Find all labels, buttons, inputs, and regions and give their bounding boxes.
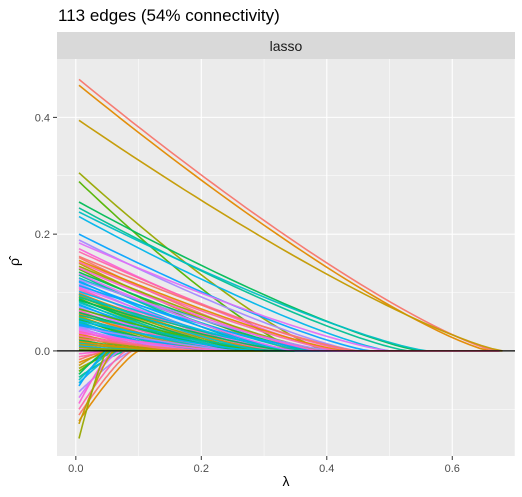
- facet-strip: lasso: [57, 32, 515, 59]
- series-line: [78, 78, 500, 352]
- series-line: [78, 326, 500, 352]
- x-tick-label: 0.4: [319, 463, 334, 475]
- y-tick-label: 0.4: [35, 112, 50, 124]
- series-line: [78, 350, 500, 439]
- series-line: [78, 273, 500, 352]
- y-axis-title: ρ̂: [6, 255, 22, 266]
- series-line: [78, 298, 500, 352]
- y-axis: 0.0 0.2 0.4: [35, 112, 57, 358]
- x-axis: 0.0 0.2 0.4 0.6: [68, 456, 460, 475]
- series-line: [78, 181, 500, 352]
- series-line: [78, 242, 500, 352]
- x-tick-label: 0.2: [194, 463, 209, 475]
- series-line: [78, 350, 500, 422]
- series-line: [78, 350, 500, 393]
- series-line: [78, 337, 500, 352]
- series-line: [78, 293, 500, 352]
- series-line: [78, 332, 500, 352]
- series-line: [78, 350, 114, 404]
- plot-panel: [57, 59, 515, 456]
- series-line: [78, 350, 113, 372]
- series-line: [78, 350, 500, 410]
- series-line: [78, 350, 500, 387]
- series-line: [78, 308, 500, 352]
- series-line: [78, 320, 500, 352]
- x-axis-title: λ: [283, 473, 290, 489]
- series-line: [78, 207, 500, 352]
- facet-strip-background: [57, 32, 515, 59]
- chart-title: 113 edges (54% connectivity): [58, 6, 280, 25]
- series-line: [78, 350, 113, 381]
- x-tick-label: 0.0: [68, 463, 83, 475]
- series-line: [78, 211, 500, 352]
- series-line: [78, 350, 500, 399]
- facet-label: lasso: [270, 38, 303, 54]
- y-tick-label: 0.2: [35, 229, 50, 241]
- series-line: [78, 259, 500, 352]
- y-tick-label: 0.0: [35, 346, 50, 358]
- series-line: [78, 261, 500, 352]
- series-line: [78, 351, 114, 425]
- series-line: [78, 215, 500, 352]
- series-line: [78, 119, 503, 352]
- series-group: [78, 78, 503, 439]
- x-tick-label: 0.6: [445, 463, 460, 475]
- series-line: [78, 299, 500, 352]
- series-line: [78, 84, 500, 352]
- series-line: [78, 278, 500, 352]
- series-line: [78, 290, 500, 352]
- series-line: [78, 267, 500, 352]
- series-line: [78, 255, 500, 352]
